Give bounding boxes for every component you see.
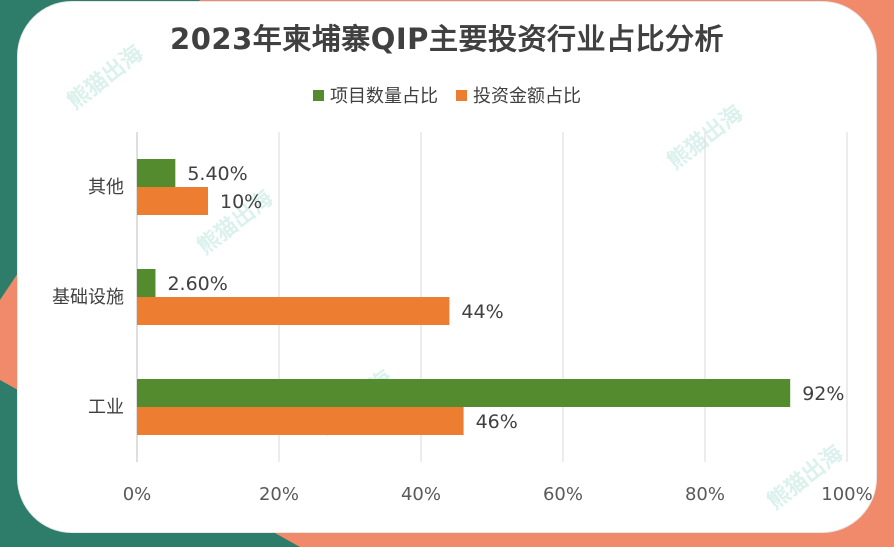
data-label: 46% <box>476 411 518 433</box>
data-label: 44% <box>461 301 503 323</box>
bar-amount <box>137 297 450 325</box>
data-label: 5.40% <box>187 163 247 185</box>
x-tick-label: 100% <box>821 484 872 505</box>
bar-amount <box>137 407 464 435</box>
category-label: 工业 <box>88 397 124 418</box>
x-tick-label: 40% <box>401 484 441 505</box>
data-label: 92% <box>802 383 844 405</box>
legend-swatch-amount <box>456 89 467 101</box>
bar-count <box>137 379 791 407</box>
legend-item-amount: 投资金额占比 <box>456 82 581 108</box>
data-label: 2.60% <box>167 273 227 295</box>
chart-title: 2023年柬埔寨QIP主要投资行业占比分析 <box>170 22 724 56</box>
x-tick-label: 20% <box>259 484 299 505</box>
legend-item-count: 项目数量占比 <box>313 82 438 108</box>
chart-card <box>18 2 876 532</box>
bar-amount <box>137 187 208 215</box>
x-tick-label: 80% <box>685 484 725 505</box>
legend-label-amount: 投资金额占比 <box>473 86 581 107</box>
legend-swatch-count <box>313 89 324 101</box>
bar-count <box>137 269 156 297</box>
bar-count <box>137 159 176 187</box>
category-label: 基础设施 <box>52 287 124 308</box>
legend-label-count: 项目数量占比 <box>330 86 438 107</box>
x-tick-label: 0% <box>123 484 152 505</box>
category-label: 其他 <box>88 177 124 198</box>
data-label: 10% <box>220 191 262 213</box>
x-tick-label: 60% <box>543 484 583 505</box>
legend: 项目数量占比 投资金额占比 <box>0 82 894 108</box>
